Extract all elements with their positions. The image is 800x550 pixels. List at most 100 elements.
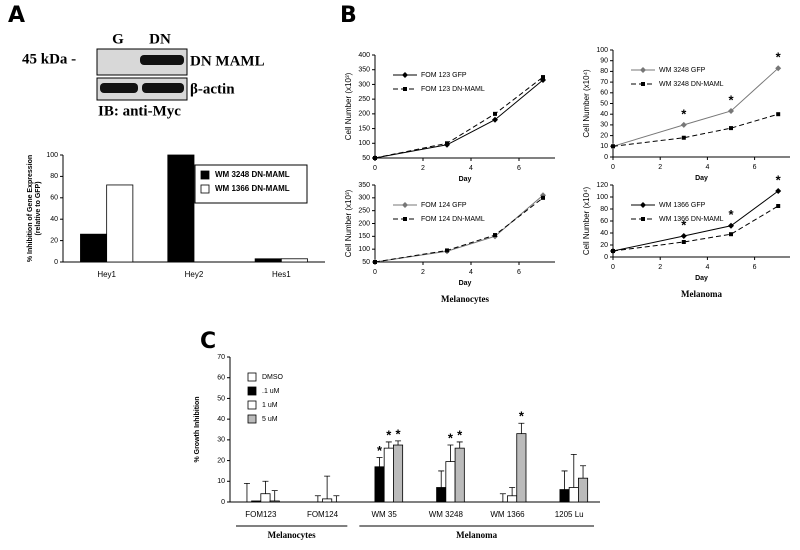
y-tick-label: 400 <box>358 52 370 59</box>
data-point <box>541 195 545 200</box>
x-tick-label: 6 <box>517 269 521 276</box>
bar <box>280 258 308 263</box>
error-bar <box>395 440 402 446</box>
significance-mark: * <box>386 427 392 442</box>
error-bar <box>243 482 250 502</box>
y-tick-label: 70 <box>217 354 225 361</box>
data-point <box>402 202 408 208</box>
x-axis-label: Day <box>695 275 708 282</box>
y-tick-label: 40 <box>600 111 608 118</box>
significance-mark: * <box>776 50 782 65</box>
bar <box>568 487 579 503</box>
y-tick-label: 0 <box>221 499 225 506</box>
lane-label: G <box>112 31 124 47</box>
legend-label: WM 1366 GFP <box>659 202 706 209</box>
band-label: β-actin <box>190 81 235 97</box>
marker-label: 45 kDa - <box>22 51 76 67</box>
y-tick-label: 250 <box>358 208 370 215</box>
data-point <box>445 141 449 146</box>
line <box>612 67 779 147</box>
data-point <box>403 217 407 221</box>
x-tick-label: WM 1366 <box>490 510 525 519</box>
x-tick-label: WM 3248 <box>429 510 464 519</box>
bar <box>80 233 108 263</box>
line <box>374 76 544 159</box>
significance-mark: * <box>681 217 687 232</box>
significance-mark: * <box>776 172 782 187</box>
legend-label: 5 uM <box>262 416 278 423</box>
legend-swatch <box>247 414 257 424</box>
data-point <box>728 107 734 114</box>
bar <box>507 495 518 503</box>
data-point <box>445 248 449 253</box>
blot-band <box>142 83 184 93</box>
bar <box>106 184 134 263</box>
y-tick-label: 120 <box>596 182 608 189</box>
data-point <box>680 233 687 239</box>
error-bar <box>333 495 340 502</box>
legend-label: 1 uM <box>262 402 278 409</box>
data-point <box>775 188 782 194</box>
y-tick-label: 10 <box>600 143 608 150</box>
data-point <box>373 156 377 160</box>
error-bar <box>456 441 463 449</box>
x-tick-label: 0 <box>373 165 377 172</box>
bar <box>251 500 262 503</box>
data-point <box>640 67 646 73</box>
line <box>612 113 779 147</box>
legend-swatch <box>247 400 257 410</box>
y-tick-label: 100 <box>596 194 608 201</box>
error-bar <box>324 475 331 499</box>
significance-mark: * <box>519 409 525 424</box>
x-tick-label: Hes1 <box>272 270 291 279</box>
significance-mark: * <box>728 207 734 222</box>
x-tick-label: Hey1 <box>97 270 116 279</box>
error-bar <box>509 487 516 496</box>
bar <box>578 477 589 503</box>
y-tick-label: 10 <box>217 478 225 485</box>
error-bar <box>438 470 445 488</box>
legend-label: WM 1366 DN-MAML <box>215 184 290 193</box>
x-tick-label: 4 <box>705 264 709 271</box>
x-tick-label: 2 <box>658 164 662 171</box>
legend-label: WM 3248 DN-MAML <box>215 170 290 179</box>
x-axis-label: Day <box>459 280 472 287</box>
data-point <box>611 249 615 253</box>
data-point <box>640 202 646 208</box>
y-tick-label: 300 <box>358 195 370 202</box>
error-bar <box>570 453 577 488</box>
data-point <box>728 222 734 229</box>
y-tick-label: 20 <box>217 457 225 464</box>
y-tick-label: 50 <box>362 155 370 162</box>
y-tick-label: 30 <box>600 122 608 129</box>
y-tick-label: 0 <box>604 154 608 161</box>
x-tick-label: 4 <box>469 269 473 276</box>
bar <box>260 493 271 503</box>
y-tick-label: 60 <box>600 90 608 97</box>
data-point <box>776 204 781 208</box>
legend-label: WM 3248 DN-MAML <box>659 81 724 88</box>
bar <box>516 433 527 503</box>
error-bar <box>518 422 525 434</box>
legend-label: .1 uM <box>262 388 280 395</box>
legend-swatch <box>247 372 257 382</box>
y-tick-label: 50 <box>217 395 225 402</box>
bar <box>269 500 280 503</box>
error-bar <box>314 495 321 502</box>
x-axis-label: Day <box>459 176 472 183</box>
data-point <box>680 121 687 128</box>
x-tick-label: 6 <box>753 164 757 171</box>
data-point <box>641 217 645 221</box>
legend-label: FOM 123 DN-MAML <box>421 86 485 93</box>
x-tick-label: 6 <box>517 165 521 172</box>
y-tick-label: 200 <box>358 220 370 227</box>
legend-label: FOM 124 DN-MAML <box>421 216 485 223</box>
legend-label: WM 1366 DN-MAML <box>659 216 724 223</box>
legend-label: WM 3248 GFP <box>659 67 706 74</box>
legend-label: DMSO <box>262 374 284 381</box>
y-tick-label: 100 <box>46 152 58 159</box>
y-tick-label: 0 <box>604 254 608 261</box>
legend-label: FOM 123 GFP <box>421 72 467 79</box>
band-label: DN MAML <box>190 53 265 69</box>
x-tick-label: 2 <box>421 269 425 276</box>
